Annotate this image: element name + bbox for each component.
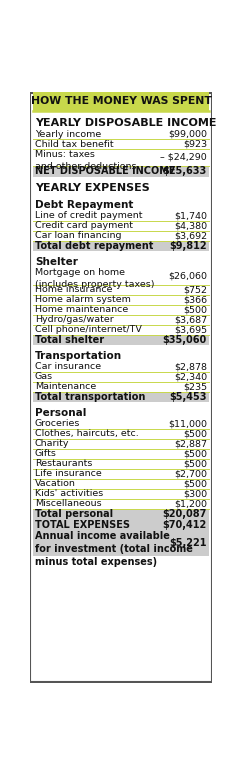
Text: Kids' activities: Kids' activities xyxy=(35,489,103,498)
Text: Home insurance: Home insurance xyxy=(35,285,112,294)
FancyBboxPatch shape xyxy=(33,334,209,345)
FancyBboxPatch shape xyxy=(33,530,209,556)
Text: $5,453: $5,453 xyxy=(169,392,207,402)
Text: Personal: Personal xyxy=(35,408,86,418)
Text: $3,695: $3,695 xyxy=(174,325,207,334)
Text: Shelter: Shelter xyxy=(35,257,78,267)
Text: Minus: taxes
and other deductions: Minus: taxes and other deductions xyxy=(35,150,136,170)
FancyBboxPatch shape xyxy=(33,392,209,403)
Text: $2,700: $2,700 xyxy=(174,469,207,478)
Text: $3,692: $3,692 xyxy=(174,231,207,240)
Text: $2,887: $2,887 xyxy=(174,439,207,448)
FancyBboxPatch shape xyxy=(33,509,209,519)
FancyBboxPatch shape xyxy=(33,92,209,110)
Text: YEARLY EXPENSES: YEARLY EXPENSES xyxy=(35,183,150,193)
Text: $26,060: $26,060 xyxy=(168,272,207,281)
Text: $300: $300 xyxy=(183,489,207,498)
Text: $35,060: $35,060 xyxy=(163,335,207,345)
Text: $500: $500 xyxy=(183,305,207,314)
Text: HOW THE MONEY WAS SPENT: HOW THE MONEY WAS SPENT xyxy=(30,97,211,107)
Text: YEARLY DISPOSABLE INCOME: YEARLY DISPOSABLE INCOME xyxy=(35,118,216,128)
Text: $9,812: $9,812 xyxy=(169,241,207,251)
Text: $500: $500 xyxy=(183,459,207,468)
Text: Miscellaneous: Miscellaneous xyxy=(35,499,101,508)
Text: $3,687: $3,687 xyxy=(174,315,207,324)
Text: Hydro/gas/water: Hydro/gas/water xyxy=(35,315,114,324)
Text: $1,740: $1,740 xyxy=(174,211,207,220)
Text: Cell phone/internet/TV: Cell phone/internet/TV xyxy=(35,325,142,334)
Text: TOTAL EXPENSES: TOTAL EXPENSES xyxy=(35,520,130,530)
Text: Gifts: Gifts xyxy=(35,449,57,458)
Text: $923: $923 xyxy=(183,140,207,149)
Text: $5,221: $5,221 xyxy=(169,538,207,548)
Text: $11,000: $11,000 xyxy=(168,419,207,428)
Text: Life insurance: Life insurance xyxy=(35,469,102,478)
Text: Restaurants: Restaurants xyxy=(35,459,92,468)
Text: $99,000: $99,000 xyxy=(168,130,207,139)
Text: Mortgage on home
(includes property taxes): Mortgage on home (includes property taxe… xyxy=(35,268,154,289)
Text: Gas: Gas xyxy=(35,372,53,381)
FancyBboxPatch shape xyxy=(30,93,212,682)
Text: $75,633: $75,633 xyxy=(163,166,207,176)
Text: $500: $500 xyxy=(183,479,207,488)
Text: $1,200: $1,200 xyxy=(174,499,207,508)
Text: Transportation: Transportation xyxy=(35,351,122,361)
Text: $500: $500 xyxy=(183,429,207,438)
Text: Debt Repayment: Debt Repayment xyxy=(35,200,133,210)
Text: Home maintenance: Home maintenance xyxy=(35,305,128,314)
FancyBboxPatch shape xyxy=(33,519,209,530)
Text: Credit card payment: Credit card payment xyxy=(35,221,133,230)
Text: $752: $752 xyxy=(183,285,207,294)
Text: Total shelter: Total shelter xyxy=(35,335,104,345)
Text: $2,340: $2,340 xyxy=(174,372,207,381)
FancyBboxPatch shape xyxy=(33,241,209,252)
Text: $20,087: $20,087 xyxy=(163,509,207,519)
Text: $4,380: $4,380 xyxy=(174,221,207,230)
Text: Yearly income: Yearly income xyxy=(35,130,101,139)
Text: Home alarm system: Home alarm system xyxy=(35,295,131,304)
Text: Car loan financing: Car loan financing xyxy=(35,231,122,240)
Text: $2,878: $2,878 xyxy=(174,362,207,371)
Text: Total debt repayment: Total debt repayment xyxy=(35,241,153,251)
Text: Child tax benefit: Child tax benefit xyxy=(35,140,114,149)
Text: Car insurance: Car insurance xyxy=(35,362,101,371)
Text: $366: $366 xyxy=(183,295,207,304)
Text: Annual income available
for investment (total income
minus total expenses): Annual income available for investment (… xyxy=(35,531,193,567)
Text: Line of credit payment: Line of credit payment xyxy=(35,211,142,220)
Text: Charity: Charity xyxy=(35,439,69,448)
Text: $500: $500 xyxy=(183,449,207,458)
FancyBboxPatch shape xyxy=(33,166,209,176)
Text: Maintenance: Maintenance xyxy=(35,382,96,391)
Text: Total transportation: Total transportation xyxy=(35,392,145,402)
Text: NET DISPOSABLE INCOME: NET DISPOSABLE INCOME xyxy=(35,166,175,176)
Text: $70,412: $70,412 xyxy=(163,520,207,530)
Text: Vacation: Vacation xyxy=(35,479,76,488)
Text: $235: $235 xyxy=(183,382,207,391)
Text: – $24,290: – $24,290 xyxy=(160,153,207,162)
Text: Total personal: Total personal xyxy=(35,509,113,519)
Text: Clothes, haircuts, etc.: Clothes, haircuts, etc. xyxy=(35,429,139,438)
Text: Groceries: Groceries xyxy=(35,419,80,428)
